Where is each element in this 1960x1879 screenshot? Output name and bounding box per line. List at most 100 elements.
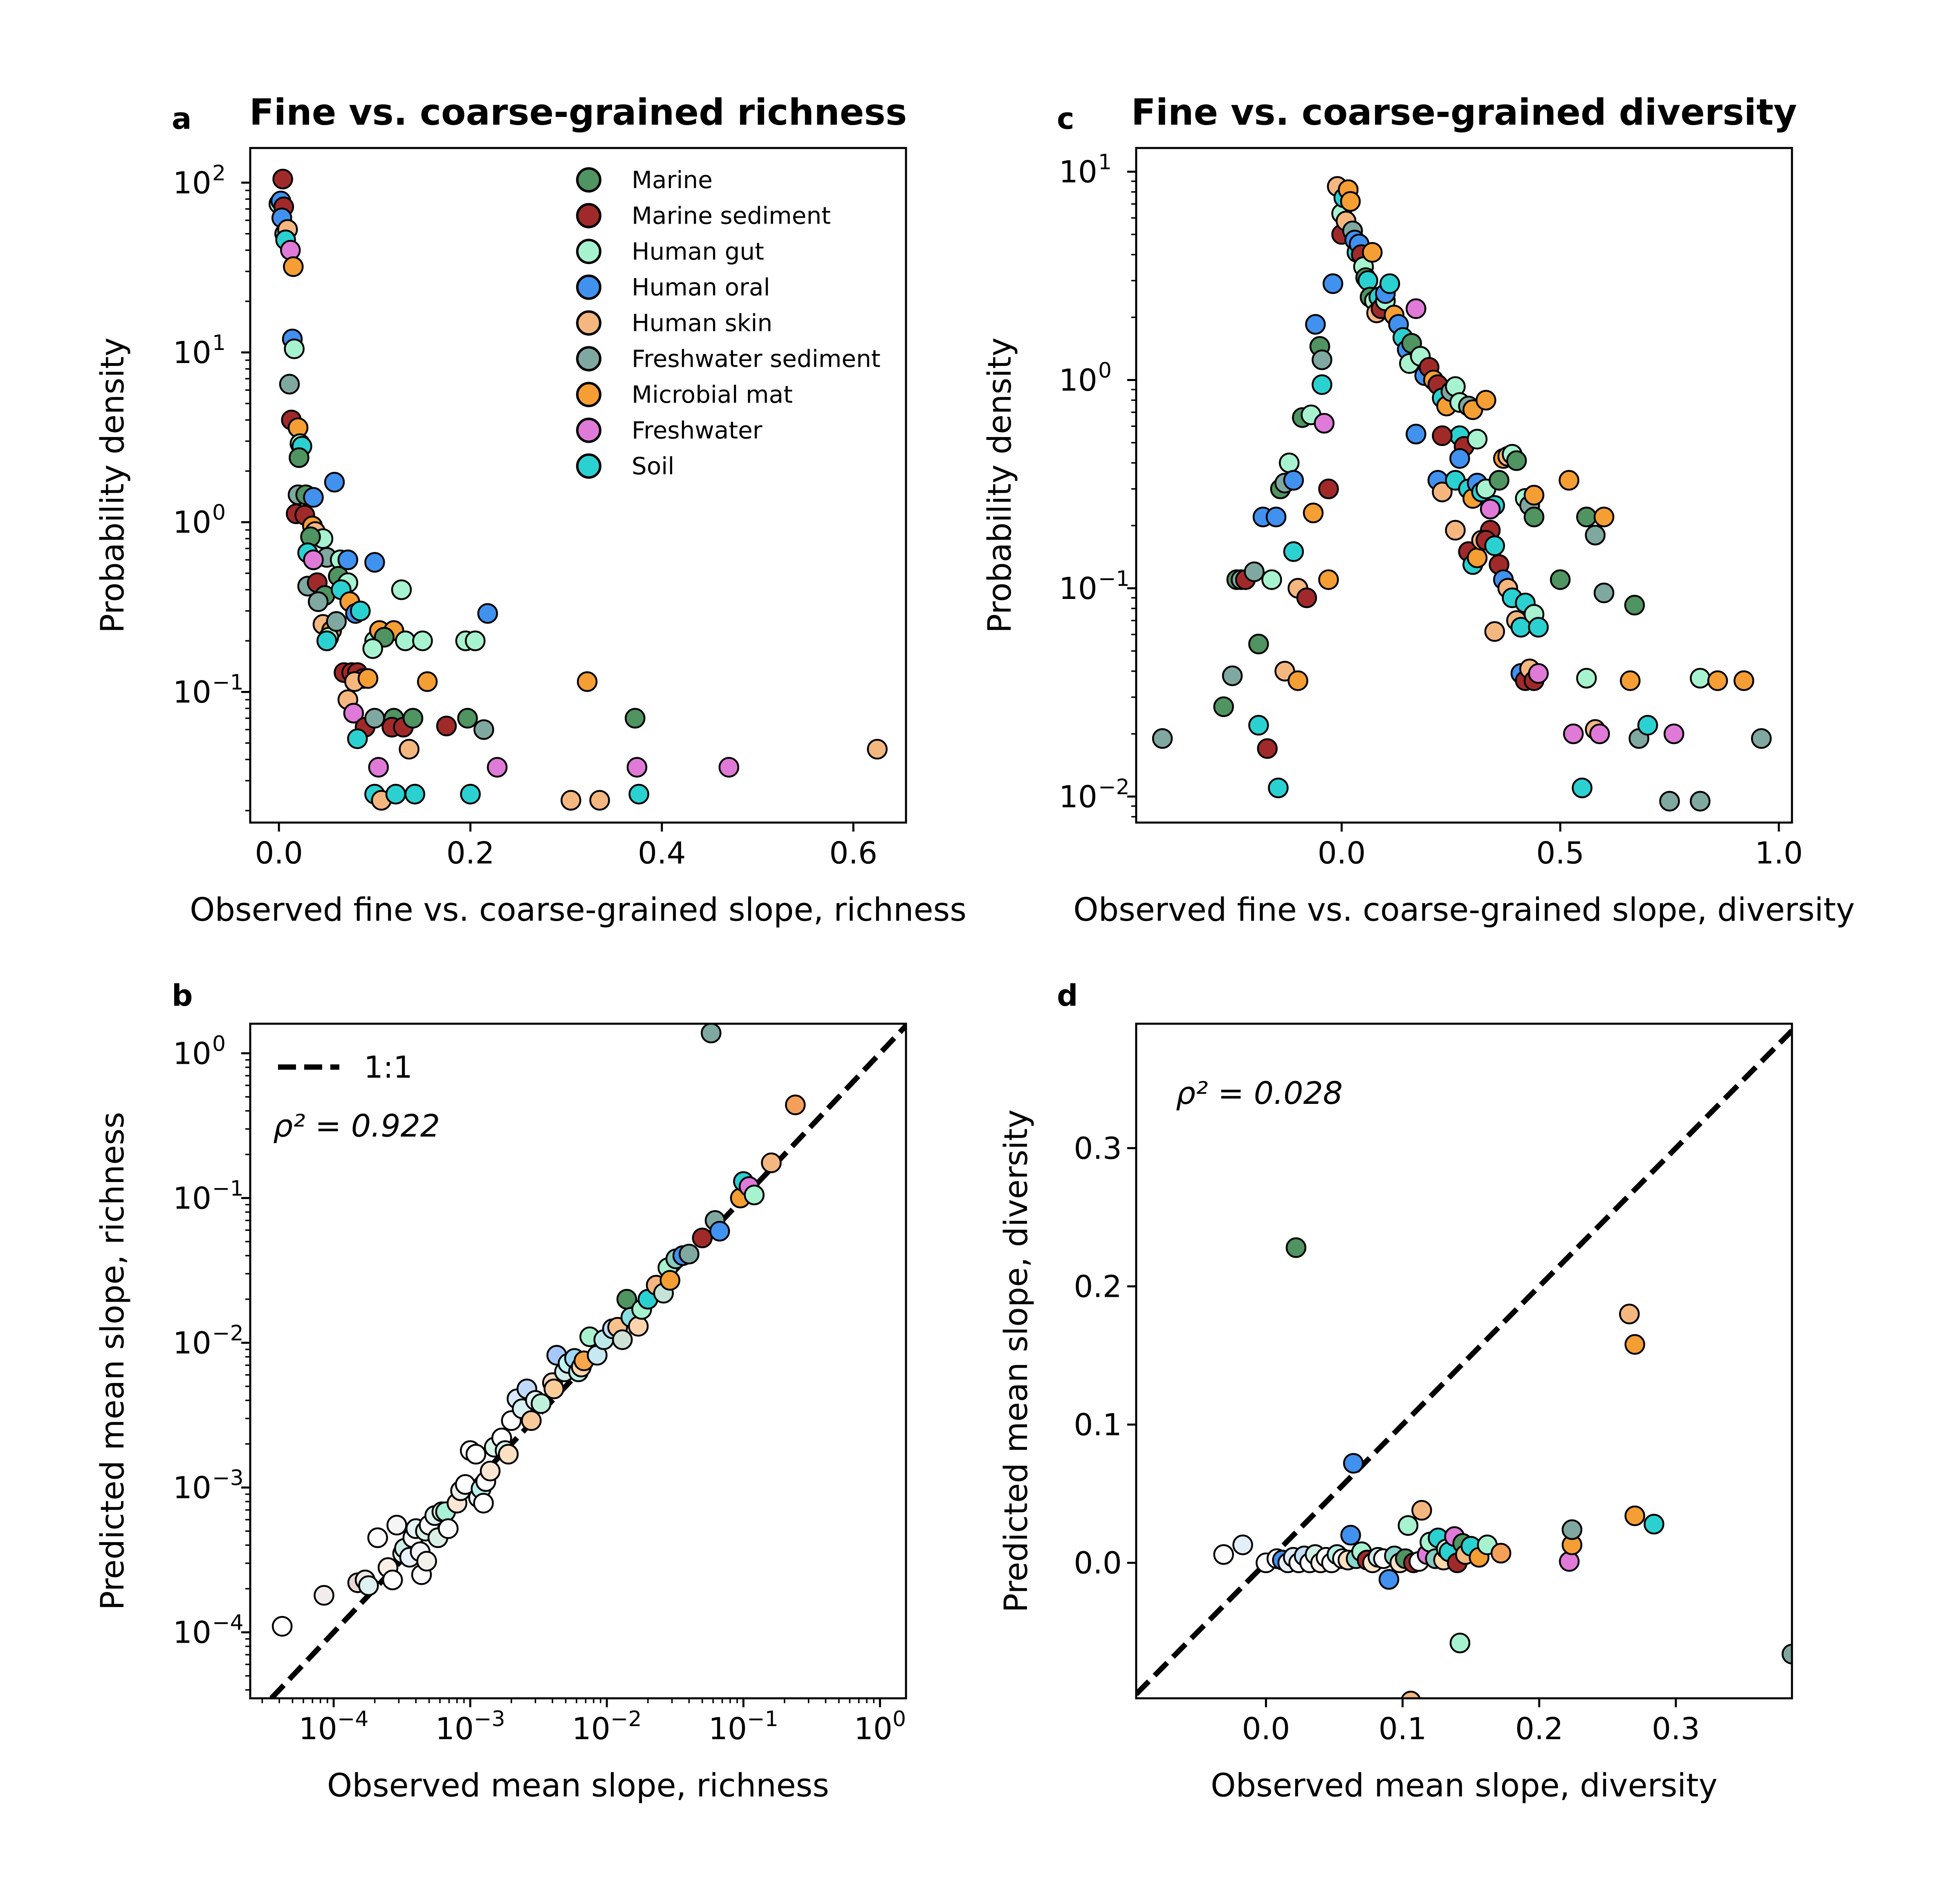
panel-c-point: [1528, 663, 1549, 684]
legend-label: Human oral: [632, 274, 770, 301]
panel-a-point: [457, 708, 478, 729]
panel-a-points: [268, 168, 888, 811]
panel-c: c Fine vs. coarse-grained diversity 0.0 0…: [982, 91, 1855, 928]
panel-c-ytick-exponent: −2: [1098, 775, 1130, 799]
panel-a-point: [465, 630, 486, 651]
panel-a-point: [326, 611, 347, 632]
panel-c-point: [1406, 424, 1426, 445]
panel-c-point: [1296, 587, 1317, 608]
panel-c-point: [1432, 482, 1453, 502]
panel-c-xtick-label: 1.0: [1755, 836, 1803, 871]
panel-c-ytick-label: 10: [1059, 779, 1097, 814]
panel-a-point: [350, 601, 371, 621]
panel-d: d 0.0 0.1 0.2 0.3 0.0 0.1 0.2 0.3 ρ² = 0.028 Ob…: [998, 978, 1793, 1804]
panel-a-point: [284, 338, 305, 359]
panel-a-point: [399, 739, 419, 760]
panel-b-ytick-label: 10: [173, 1325, 211, 1361]
panel-c-point: [1322, 273, 1343, 294]
panel-c-point: [1222, 665, 1243, 686]
panel-a-ytick-exponent: −1: [212, 670, 244, 695]
panel-d-letter: d: [1057, 978, 1078, 1013]
panel-b-annotation: ρ² = 0.922: [273, 1108, 440, 1144]
panel-c-point: [1576, 668, 1597, 689]
panel-c-point: [1406, 298, 1426, 319]
panel-c-point: [1248, 715, 1269, 736]
panel-b-ytick-exponent: −4: [212, 1611, 244, 1635]
panel-c-point: [1523, 484, 1545, 506]
panel-b-point: [692, 1227, 713, 1249]
panel-b-ytick-exponent: 0: [212, 1031, 226, 1056]
panel-c-point: [1261, 569, 1282, 590]
panel-d-xtick-label: 0.0: [1242, 1711, 1290, 1747]
panel-c-point: [1287, 670, 1308, 691]
panel-c-point: [1528, 617, 1549, 638]
panel-a-point: [628, 784, 649, 805]
panel-d-ytick-label: 0.1: [1074, 1408, 1122, 1443]
panel-c-point: [1340, 191, 1361, 212]
panel-d-point: [1213, 1544, 1234, 1565]
panel-d-point: [1397, 1515, 1419, 1536]
legend-marker: [576, 167, 601, 193]
legend-label: Marine: [632, 166, 713, 194]
panel-a-ytick-exponent: 1: [212, 331, 226, 355]
panel-a-point: [272, 168, 293, 190]
legend-label: Marine sediment: [632, 202, 831, 230]
panel-b-point: [386, 1515, 407, 1536]
panel-a-ytick-exponent: 2: [212, 161, 226, 186]
panel-a-point: [303, 549, 324, 570]
panel-b-point: [709, 1221, 730, 1242]
panel-c-point: [1312, 374, 1332, 395]
panel-b-ytick-label: 10: [173, 1470, 211, 1505]
panel-c-point: [1563, 723, 1584, 744]
panel-a-title: Fine vs. coarse-grained richness: [249, 91, 907, 133]
panel-b-legend-label: 1:1: [364, 1050, 413, 1085]
panel-a-ytick-label: 10: [173, 505, 211, 540]
legend-label: Human gut: [632, 238, 764, 265]
panel-a-point: [487, 757, 508, 778]
legend-marker: [576, 417, 601, 443]
panel-a-point: [316, 630, 337, 651]
panel-d-point: [1490, 1543, 1511, 1564]
legend-marker: [576, 346, 601, 372]
panel-b-ytick-label: 10: [173, 1036, 211, 1071]
panel-b-point: [761, 1153, 782, 1173]
panel-b-xtick-label: 10−3: [435, 1707, 505, 1747]
panel-b-point: [382, 1570, 403, 1590]
panel-b-point: [679, 1244, 700, 1265]
panel-a-point: [477, 603, 498, 624]
panel-c-xtick-label: 0.0: [1318, 836, 1366, 871]
panel-a-point: [308, 591, 329, 612]
panel-c-point: [1283, 470, 1304, 491]
panel-a-xtick-label: 0.2: [446, 836, 495, 871]
panel-d-point: [1561, 1519, 1583, 1540]
panel-b-point: [358, 1575, 379, 1596]
panel-a-ylabel: Probability density: [94, 337, 131, 633]
panel-c-xlabel: Observed fine vs. coarse-grained slope, …: [1073, 892, 1855, 928]
panel-c-point: [1576, 507, 1597, 527]
panel-c-point: [1734, 670, 1754, 691]
legend-marker: [576, 274, 601, 300]
panel-d-point: [1624, 1505, 1645, 1526]
panel-d-diagonal: [1136, 1029, 1792, 1696]
panel-d-annotation: ρ² = 0.028: [1176, 1075, 1343, 1111]
panel-d-frame: [1135, 1022, 1793, 1700]
panel-c-point: [1445, 520, 1466, 541]
panel-a-ytick-exponent: 0: [212, 500, 226, 525]
panel-a-point: [576, 671, 598, 692]
panel-b-point: [531, 1393, 552, 1414]
panel-a-point: [364, 708, 385, 729]
panel-d-xtick-label: 0.2: [1515, 1711, 1563, 1747]
panel-c-point: [1751, 728, 1772, 749]
panel-a-point: [362, 638, 383, 659]
legend-marker: [576, 239, 601, 264]
panel-b-point: [543, 1379, 565, 1399]
panel-a-ytick-label: 10: [173, 335, 211, 370]
panel-c-ytick-label: 10: [1059, 571, 1097, 606]
panel-c-xtick-label: 0.5: [1536, 836, 1584, 871]
panel-d-point: [1619, 1303, 1640, 1325]
panel-b-xtick-label: 10−2: [572, 1707, 642, 1747]
panel-c-point: [1248, 633, 1269, 655]
panel-c-point: [1279, 452, 1300, 473]
legend-marker: [576, 382, 601, 407]
